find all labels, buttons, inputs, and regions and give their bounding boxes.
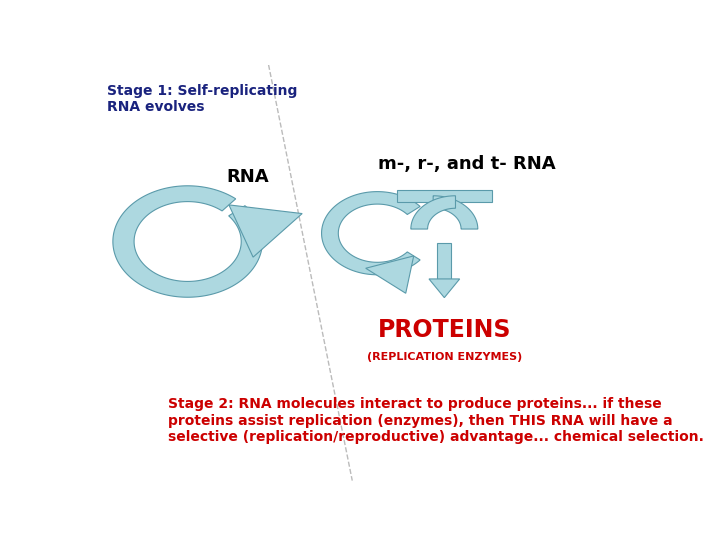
Polygon shape — [113, 186, 262, 297]
Polygon shape — [366, 256, 414, 293]
Polygon shape — [429, 279, 459, 298]
Text: (REPLICATION ENZYMES): (REPLICATION ENZYMES) — [366, 352, 522, 362]
Text: PROTEINS: PROTEINS — [377, 319, 511, 342]
Polygon shape — [433, 196, 478, 229]
Text: RNA: RNA — [226, 168, 269, 186]
Bar — [397, 190, 492, 202]
Polygon shape — [322, 192, 420, 275]
Polygon shape — [411, 196, 456, 229]
Text: Stage 1: Self-replicating
RNA evolves: Stage 1: Self-replicating RNA evolves — [107, 84, 297, 114]
Polygon shape — [229, 205, 302, 257]
Text: m-, r-, and t- RNA: m-, r-, and t- RNA — [378, 155, 555, 173]
Bar — [437, 242, 451, 279]
Text: Stage 2: RNA molecules interact to produce proteins... if these
proteins assist : Stage 2: RNA molecules interact to produ… — [168, 397, 704, 444]
